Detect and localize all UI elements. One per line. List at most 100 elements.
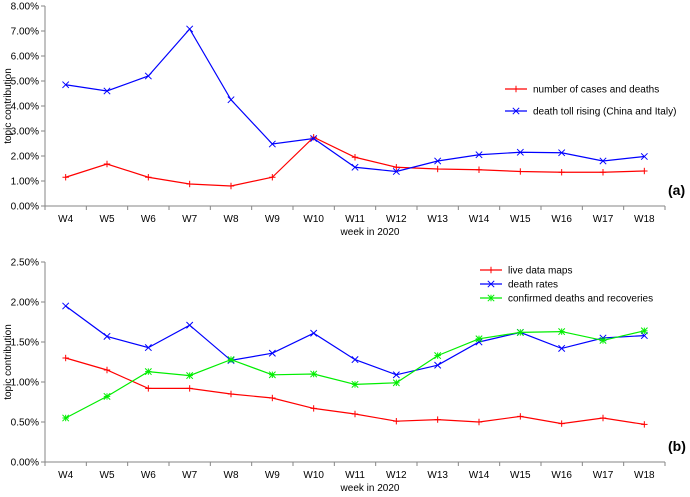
y-axis-label: topic contribution (3, 324, 14, 400)
data-point (393, 418, 400, 425)
x-tick-label: W16 (551, 470, 572, 481)
x-tick-label: W5 (100, 470, 115, 481)
data-point (310, 405, 317, 412)
data-point (434, 352, 442, 360)
data-point (103, 160, 111, 168)
data-point (62, 354, 69, 362)
data-point-stroke (351, 356, 359, 364)
data-point-stroke (268, 140, 276, 148)
data-point-stroke (475, 335, 483, 343)
x-tick-label: W10 (303, 470, 324, 481)
series-line (65, 330, 645, 419)
y-tick-label: 0.00% (11, 458, 39, 469)
data-point (558, 328, 566, 336)
x-tick-label: W4 (58, 470, 73, 481)
x-tick-label: W17 (593, 470, 614, 481)
legend-swatch-marker-stroke (487, 280, 495, 288)
data-point-stroke (640, 327, 648, 335)
data-point (268, 371, 276, 379)
data-point (393, 164, 400, 171)
data-point (310, 134, 317, 141)
data-point (268, 349, 276, 357)
panel-label: (b) (668, 438, 686, 454)
data-point (558, 344, 566, 352)
y-tick-label: 3.00% (11, 127, 39, 138)
y-tick-label: 1.00% (11, 177, 39, 188)
data-point (517, 168, 524, 175)
legend: live data maps death rates confirmed death… (480, 266, 653, 305)
data-point (475, 335, 483, 343)
x-tick-label: W14 (469, 214, 490, 225)
data-point (351, 380, 359, 388)
x-tick-label: W13 (427, 214, 448, 225)
x-tick-label: W13 (427, 470, 448, 481)
x-tick-label: W9 (265, 470, 280, 481)
data-point-stroke (640, 152, 648, 161)
x-tick-label: W15 (510, 470, 531, 481)
data-point (103, 332, 111, 340)
y-tick-label: 8.00% (11, 2, 39, 13)
data-point (144, 368, 152, 376)
series-1 (62, 134, 648, 190)
series-line (65, 27, 645, 173)
data-point (145, 174, 152, 181)
data-point (599, 169, 607, 176)
data-point-stroke (392, 167, 400, 176)
data-point (640, 152, 648, 161)
data-point-stroke (103, 87, 111, 95)
data-point (434, 157, 442, 165)
data-point-stroke (103, 332, 111, 340)
data-point (269, 174, 276, 181)
x-tick-label: W7 (182, 470, 197, 481)
data-point-stroke (599, 157, 607, 165)
data-point (599, 414, 607, 422)
data-point (516, 328, 524, 336)
data-point (186, 372, 194, 380)
y-tick-label: 0.50% (11, 418, 39, 429)
data-point (144, 344, 152, 352)
data-point-stroke (62, 81, 70, 89)
data-point-stroke (392, 379, 400, 387)
x-tick-label: W12 (386, 214, 407, 225)
data-point (227, 96, 235, 104)
x-tick-label: W7 (182, 214, 197, 225)
y-axis-label: topic contribution (3, 68, 14, 144)
data-point (351, 356, 359, 364)
data-point (599, 157, 607, 165)
y-tick-label: 0.00% (11, 202, 39, 213)
x-axis-label: week in 2020 (340, 227, 400, 238)
data-point (434, 416, 441, 423)
y-tick-label: 2.00% (11, 152, 39, 163)
data-point (227, 182, 235, 190)
x-tick-label: W9 (265, 214, 280, 225)
data-point (268, 140, 276, 148)
data-point (599, 336, 607, 344)
x-tick-label: W18 (634, 470, 655, 481)
data-point-stroke (599, 336, 607, 344)
data-point (641, 421, 648, 428)
data-point (62, 81, 70, 89)
y-tick-label: 5.00% (11, 77, 39, 88)
data-point (434, 361, 442, 369)
data-point-stroke (186, 372, 194, 380)
y-tick-label: 6.00% (11, 52, 39, 63)
y-tick-label: 2.50% (11, 258, 39, 269)
data-point-stroke (516, 148, 524, 156)
data-point (558, 420, 565, 427)
data-point (351, 154, 359, 161)
data-point-stroke (558, 344, 566, 352)
x-tick-label: W15 (510, 214, 531, 225)
data-point-stroke (434, 157, 442, 165)
data-point (227, 356, 235, 364)
x-tick-label: W8 (224, 214, 239, 225)
x-tick-label: W11 (345, 470, 365, 481)
legend-swatch-marker-stroke (487, 294, 495, 302)
legend: number of cases and deaths death toll ris… (505, 85, 676, 118)
data-point-stroke (268, 349, 276, 357)
data-point-stroke (227, 96, 235, 104)
series-3 (62, 327, 648, 422)
data-point-stroke (310, 329, 318, 337)
data-point (62, 174, 69, 181)
y-tick-label: 1.00% (11, 378, 39, 389)
